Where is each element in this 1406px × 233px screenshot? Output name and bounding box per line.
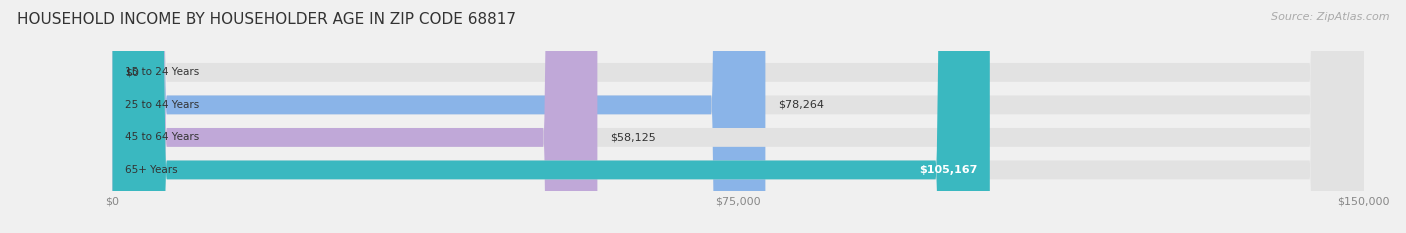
FancyBboxPatch shape xyxy=(112,0,1364,233)
FancyBboxPatch shape xyxy=(112,0,1364,233)
Text: 25 to 44 Years: 25 to 44 Years xyxy=(125,100,200,110)
Text: $0: $0 xyxy=(125,67,139,77)
Text: 65+ Years: 65+ Years xyxy=(125,165,177,175)
FancyBboxPatch shape xyxy=(112,0,765,233)
Text: Source: ZipAtlas.com: Source: ZipAtlas.com xyxy=(1271,12,1389,22)
Text: HOUSEHOLD INCOME BY HOUSEHOLDER AGE IN ZIP CODE 68817: HOUSEHOLD INCOME BY HOUSEHOLDER AGE IN Z… xyxy=(17,12,516,27)
Text: $58,125: $58,125 xyxy=(610,132,655,142)
FancyBboxPatch shape xyxy=(112,0,1364,233)
FancyBboxPatch shape xyxy=(112,0,598,233)
FancyBboxPatch shape xyxy=(112,0,990,233)
Text: $105,167: $105,167 xyxy=(920,165,977,175)
Text: 45 to 64 Years: 45 to 64 Years xyxy=(125,132,200,142)
Text: $78,264: $78,264 xyxy=(778,100,824,110)
FancyBboxPatch shape xyxy=(112,0,1364,233)
Text: 15 to 24 Years: 15 to 24 Years xyxy=(125,67,200,77)
